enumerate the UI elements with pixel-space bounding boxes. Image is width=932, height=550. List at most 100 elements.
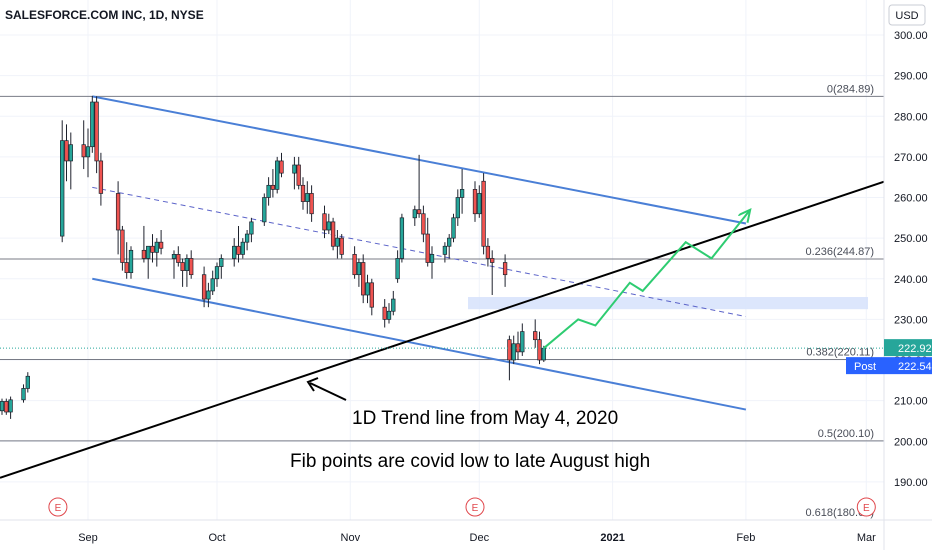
channel-midline — [92, 186, 746, 318]
x-tick-label: Nov — [341, 532, 361, 544]
candle-body — [266, 184, 271, 198]
candle — [98, 152, 104, 206]
earnings-marker-circle — [856, 497, 876, 517]
candle — [81, 120, 86, 170]
candle — [128, 246, 134, 279]
candle-body — [90, 101, 95, 148]
currency-label: USD — [888, 4, 926, 26]
earnings-marker: E — [856, 497, 876, 517]
candle-body — [85, 146, 91, 158]
candle-body — [236, 245, 241, 255]
candle — [485, 238, 491, 267]
candle-body — [459, 189, 465, 198]
price-badge-bg — [884, 339, 932, 357]
candle-body — [300, 184, 306, 202]
y-tick-label: 210.00 — [894, 396, 928, 408]
candle — [395, 250, 400, 283]
candle — [356, 258, 362, 287]
candle — [330, 217, 336, 251]
annotations: 1D Trend line from May 4, 2020 Fib points… — [290, 377, 650, 472]
earnings-marker-label: E — [863, 503, 870, 514]
candle-body — [146, 245, 151, 259]
x-tick-label: Oct — [208, 532, 225, 544]
earnings-marker-circle — [465, 497, 485, 517]
candle — [481, 173, 486, 255]
fib-level-label: 0.382(220.11) — [806, 347, 874, 359]
x-tick-label: Mar — [857, 532, 876, 544]
fib-level-label: 0.618(180.09) — [806, 507, 875, 519]
candle-body — [335, 237, 340, 247]
projection-path — [543, 210, 750, 349]
candle-body — [322, 213, 327, 231]
candle-body — [429, 254, 435, 263]
projection-line — [543, 210, 750, 349]
candle-body — [8, 399, 13, 413]
candle — [4, 398, 9, 415]
fib-level-label: 0.5(200.10) — [818, 428, 874, 440]
candle — [429, 246, 435, 279]
y-tick-label: 300.00 — [894, 30, 928, 42]
candle-body — [60, 140, 65, 237]
candle — [502, 254, 508, 287]
y-tick-label: 290.00 — [894, 71, 928, 83]
candle — [472, 181, 478, 222]
candle — [382, 299, 387, 328]
fib-level-label: 0.236(244.87) — [806, 246, 875, 258]
candle-body — [128, 249, 134, 274]
candle — [25, 372, 30, 393]
candle-body — [533, 331, 538, 341]
candle — [455, 189, 460, 226]
candle-body — [472, 189, 478, 215]
candle-body — [219, 258, 224, 267]
candle-body — [305, 193, 310, 202]
candle-body — [451, 217, 456, 239]
x-tick-label: Dec — [470, 532, 490, 544]
candle-body — [214, 266, 220, 280]
price-badge: 222.92 — [884, 339, 932, 357]
candle-body — [270, 184, 276, 190]
price-badges: 222.92 Post 222.54 — [0, 339, 932, 375]
candle-body — [356, 262, 362, 276]
candle — [8, 396, 13, 419]
candle-body — [262, 197, 267, 223]
candle-body — [326, 221, 331, 231]
candle — [447, 234, 452, 259]
y-tick-label: 270.00 — [894, 152, 928, 164]
y-tick-label: 240.00 — [894, 274, 928, 286]
earnings-marker-label: E — [472, 503, 479, 514]
candle — [309, 185, 314, 222]
candle — [210, 270, 215, 295]
candle — [339, 234, 344, 259]
candle — [201, 266, 207, 308]
annotation-arrow-head — [306, 377, 319, 392]
fib-levels: 0(284.89) 0.236(244.87) 0.382(220.11) 0.5(2… — [0, 83, 884, 519]
candle — [416, 154, 422, 218]
candle-body — [68, 144, 73, 162]
candle — [124, 242, 129, 279]
candle-body — [21, 388, 26, 401]
y-tick-label: 250.00 — [894, 233, 928, 245]
y-tick-label: 280.00 — [894, 111, 928, 123]
candle — [361, 254, 366, 304]
earnings-marker: E — [48, 497, 68, 517]
candle-body — [150, 245, 155, 253]
candle — [421, 205, 426, 243]
candle-body — [275, 160, 280, 190]
candle-body — [395, 258, 400, 280]
candle — [0, 398, 5, 415]
candle — [219, 254, 224, 279]
candle — [279, 152, 284, 178]
annotation-arrow — [306, 377, 347, 401]
candle — [146, 245, 151, 279]
candle — [515, 331, 521, 360]
candle — [270, 169, 276, 198]
chart-title: SALESFORCE.COM INC, 1D, NYSE — [5, 8, 204, 22]
price-badge-label: Post — [854, 361, 876, 373]
candle-body — [25, 375, 30, 389]
candle — [120, 225, 125, 271]
candle — [21, 384, 26, 403]
candle — [244, 230, 250, 251]
candle — [533, 319, 538, 348]
candle — [275, 156, 280, 194]
